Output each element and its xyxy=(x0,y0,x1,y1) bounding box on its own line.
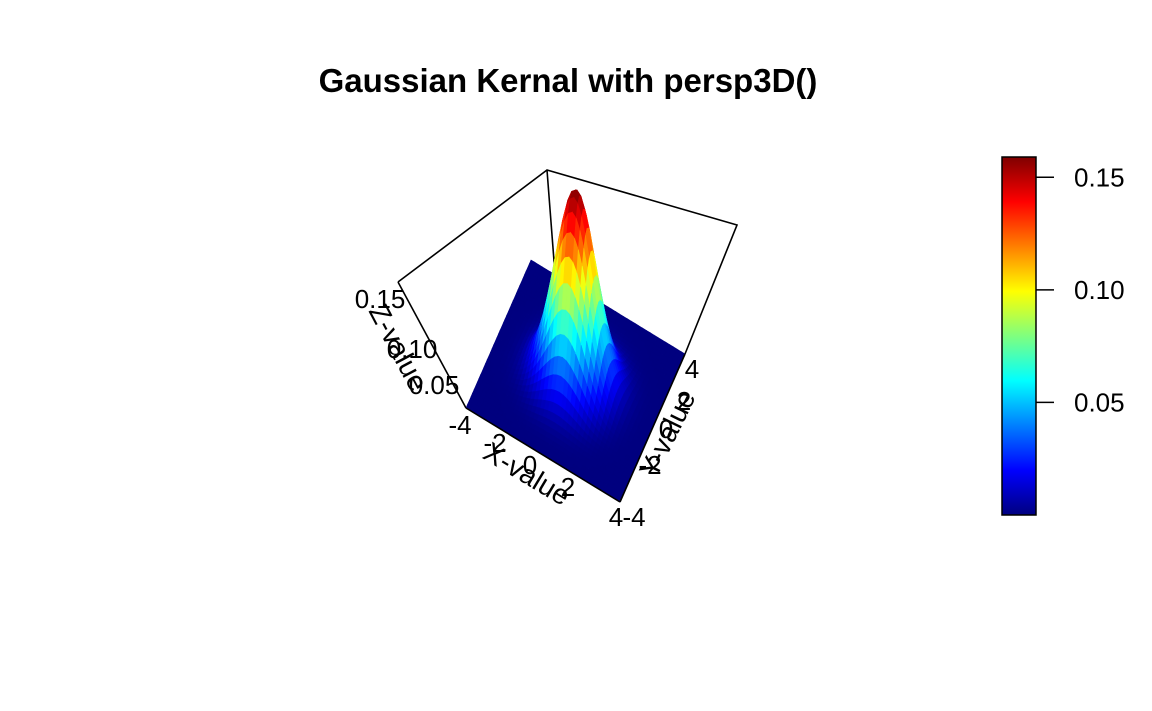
z-axis: 0.15 0.10 0.05 Z-value xyxy=(355,284,460,400)
colorbar-tick-label: 0.05 xyxy=(1074,387,1125,417)
z-tick-label: 0.05 xyxy=(409,370,460,400)
y-axis-edge xyxy=(619,353,686,503)
chart-title: Gaussian Kernal with persp3D() xyxy=(319,62,818,99)
x-tick-label: 0 xyxy=(523,450,537,480)
colorbar: 0.05 0.10 0.15 xyxy=(1001,156,1125,516)
left-vertical-edge xyxy=(397,281,467,409)
back-edges xyxy=(397,169,739,355)
colorbar-tick-label: 0.15 xyxy=(1074,162,1125,192)
x-tick-label: 2 xyxy=(561,472,575,502)
y-tick-label: -2 xyxy=(638,450,661,480)
y-tick-label: -4 xyxy=(622,502,645,532)
x-tick-label: -2 xyxy=(483,428,506,458)
colorbar-tick-label: 0.10 xyxy=(1074,275,1125,305)
z-tick-label: 0.10 xyxy=(387,334,438,364)
x-tick-label: 4 xyxy=(609,502,623,532)
y-tick-label: 2 xyxy=(677,386,691,416)
surface xyxy=(465,189,686,503)
z-tick-label: 0.15 xyxy=(355,284,406,314)
floor-edges xyxy=(465,353,686,503)
x-axis-edge xyxy=(465,407,621,503)
y-tick-label: 0 xyxy=(659,414,673,444)
colorbar-ticks: 0.05 0.10 0.15 xyxy=(1036,162,1125,417)
y-tick-label: 4 xyxy=(685,354,699,384)
x-tick-label: -4 xyxy=(448,410,471,440)
colorbar-gradient xyxy=(1001,156,1037,516)
